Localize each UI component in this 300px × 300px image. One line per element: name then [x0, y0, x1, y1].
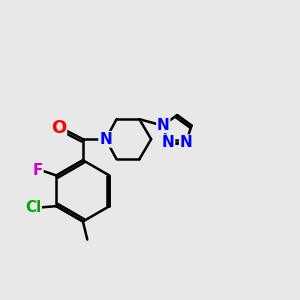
Text: Cl: Cl: [25, 200, 41, 215]
Text: N: N: [162, 135, 175, 150]
Text: N: N: [99, 132, 112, 147]
Text: N: N: [157, 118, 169, 133]
Text: N: N: [99, 132, 112, 147]
Text: N: N: [180, 135, 192, 150]
Text: O: O: [51, 118, 66, 136]
Text: F: F: [32, 163, 43, 178]
